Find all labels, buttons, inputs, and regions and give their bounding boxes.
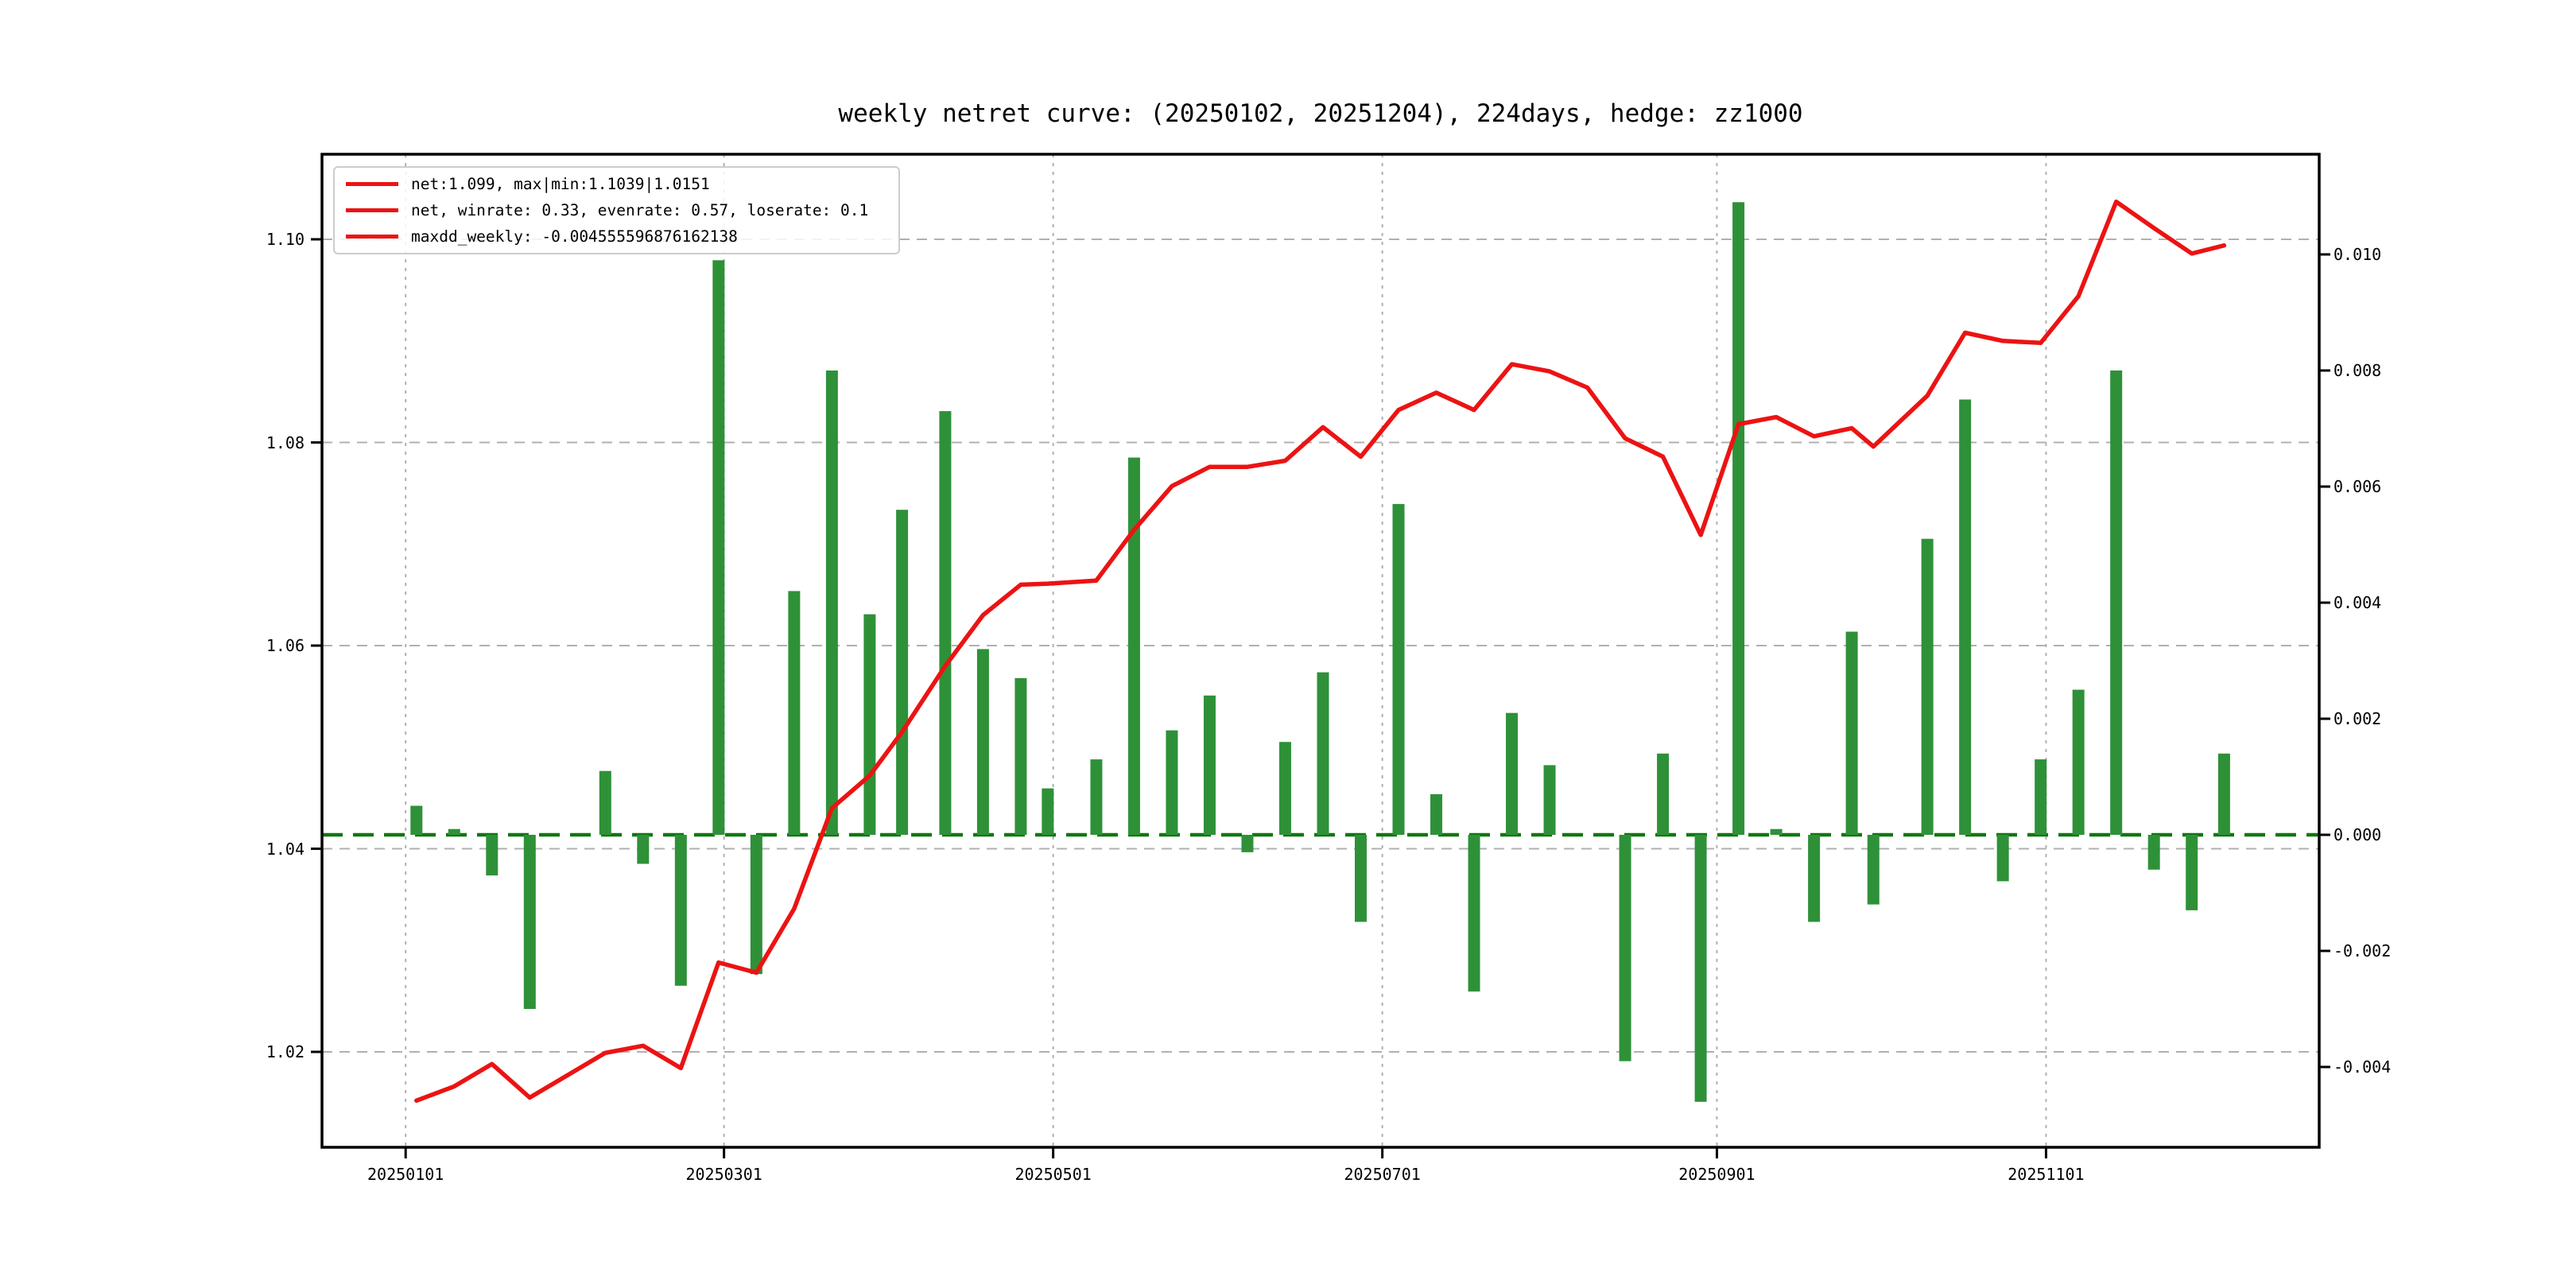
left-tick-label: 1.02 bbox=[266, 1042, 305, 1061]
bottom-tick-label: 20250701 bbox=[1344, 1165, 1421, 1184]
legend-label-winrate: net, winrate: 0.33, evenrate: 0.57, lose… bbox=[411, 200, 869, 219]
chart-title: weekly netret curve: (20250102, 20251204… bbox=[838, 99, 1803, 128]
right-tick-label: 0.002 bbox=[2334, 709, 2382, 728]
right-tick-label: -0.004 bbox=[2334, 1057, 2392, 1077]
legend-label-maxdd: maxdd_weekly: -0.004555596876162138 bbox=[411, 227, 738, 246]
bottom-tick-label: 20250501 bbox=[1014, 1165, 1092, 1184]
right-tick-label: 0.008 bbox=[2334, 361, 2382, 380]
left-tick-label: 1.06 bbox=[266, 636, 305, 655]
bottom-tick-label: 20250301 bbox=[685, 1165, 762, 1184]
right-tick-label: -0.002 bbox=[2334, 941, 2392, 960]
legend-row-maxdd: maxdd_weekly: -0.004555596876162138 bbox=[346, 227, 887, 246]
legend-row-net: net:1.099, max|min:1.1039|1.0151 bbox=[346, 174, 887, 193]
left-tick-label: 1.08 bbox=[266, 433, 305, 452]
legend-row-winrate: net, winrate: 0.33, evenrate: 0.57, lose… bbox=[346, 200, 887, 219]
net-curve-line bbox=[414, 199, 2227, 1104]
right-tick-label: 0.010 bbox=[2334, 245, 2382, 264]
horizontal-gridlines bbox=[322, 239, 2319, 1053]
plot-border-spines bbox=[320, 153, 2321, 1149]
red-line-swatch-icon bbox=[346, 208, 398, 212]
left-tick-label: 1.04 bbox=[266, 839, 305, 859]
vertical-gridlines bbox=[405, 154, 2047, 1147]
axis-tick-marks bbox=[311, 238, 2330, 1158]
red-line-swatch-icon bbox=[346, 235, 398, 239]
right-tick-label: 0.000 bbox=[2334, 825, 2382, 844]
left-tick-label: 1.10 bbox=[266, 230, 305, 249]
bottom-tick-label: 20250101 bbox=[367, 1165, 444, 1184]
red-line-swatch-icon bbox=[346, 182, 398, 186]
weekly-return-bars bbox=[410, 202, 2230, 1102]
right-tick-label: 0.004 bbox=[2334, 593, 2382, 612]
legend-label-net: net:1.099, max|min:1.1039|1.0151 bbox=[411, 174, 710, 193]
bottom-tick-label: 20251101 bbox=[2008, 1165, 2085, 1184]
legend: net:1.099, max|min:1.1039|1.0151 net, wi… bbox=[333, 166, 900, 254]
right-tick-label: 0.006 bbox=[2334, 477, 2382, 496]
bottom-tick-label: 20250901 bbox=[1678, 1165, 1755, 1184]
